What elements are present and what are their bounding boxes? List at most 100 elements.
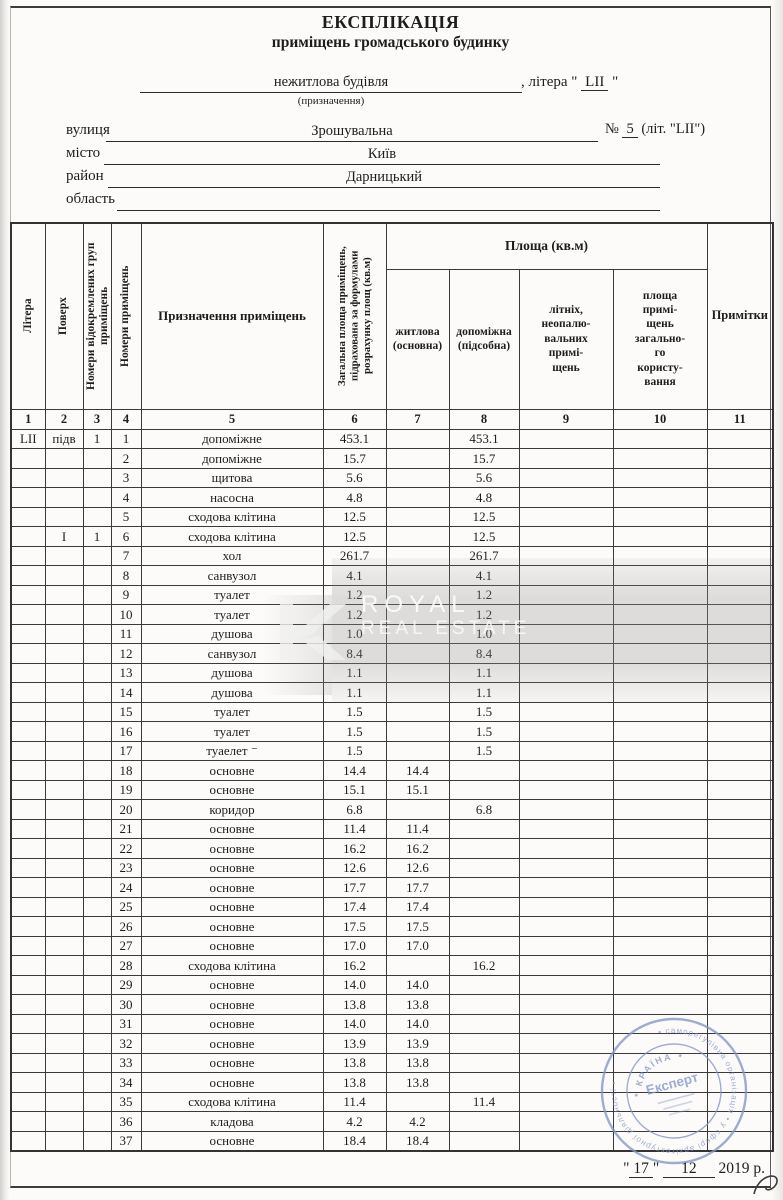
- cell: [82, 955, 112, 976]
- cell: туаелет ⁻: [140, 740, 324, 761]
- cell: [518, 1052, 614, 1073]
- cell: [518, 584, 614, 605]
- cell: 34: [110, 1072, 142, 1093]
- table-row: 25 основне 17.4 17.4: [10, 896, 774, 917]
- cell: [44, 448, 84, 469]
- city-value: Київ: [367, 146, 397, 162]
- cell: [10, 448, 46, 469]
- cell: 2: [110, 448, 142, 469]
- cell: [518, 545, 614, 566]
- cell: насосна: [140, 487, 324, 508]
- cell: [44, 506, 84, 527]
- scan-right-edge-shadow: [772, 0, 783, 1200]
- cell: LII: [10, 428, 46, 449]
- cell: 21: [110, 818, 142, 839]
- cell: [82, 740, 112, 761]
- district-value: Дарницький: [345, 169, 423, 185]
- cell: 26: [110, 916, 142, 937]
- table-row: 30 основне 13.8 13.8: [10, 994, 774, 1015]
- cell: [612, 1072, 708, 1093]
- cell: 18: [110, 760, 142, 781]
- cell: 30: [110, 994, 142, 1015]
- date-line: " 17 " 12 2019 р.: [570, 1160, 765, 1178]
- cell: 1.5: [322, 701, 387, 722]
- district-label: район: [66, 168, 104, 184]
- building-number-group: № 5 (літ. "LII"): [605, 121, 705, 138]
- cell: 3: [110, 467, 142, 488]
- cell: [448, 896, 520, 917]
- cell: [518, 1013, 614, 1034]
- cell: [612, 916, 708, 937]
- cell: 1: [110, 428, 142, 449]
- cell: 17.7: [322, 877, 387, 898]
- cell: основне: [140, 994, 324, 1015]
- cell: [82, 448, 112, 469]
- cell: 14.0: [385, 974, 450, 995]
- cell: [518, 623, 614, 644]
- cell: [612, 584, 708, 605]
- table-row: 11 душова 1.0 1.0: [10, 623, 774, 644]
- cell: [82, 799, 112, 820]
- cell: [44, 877, 84, 898]
- cell: 4.2: [322, 1111, 387, 1132]
- cell: [612, 506, 708, 527]
- cell: основне: [140, 1033, 324, 1054]
- cell: [612, 760, 708, 781]
- cell: 11: [110, 623, 142, 644]
- cell: 17.4: [385, 896, 450, 917]
- cell: [82, 584, 112, 605]
- cell: [612, 779, 708, 800]
- table-row: 5 сходова клітина 12.5 12.5: [10, 506, 774, 527]
- table-row: 35 сходова клітина 11.4 11.4: [10, 1091, 774, 1112]
- cell: [612, 428, 708, 449]
- cell: 32: [110, 1033, 142, 1054]
- cell: [518, 916, 614, 937]
- cell: 1.2: [448, 584, 520, 605]
- cell: хол: [140, 545, 324, 566]
- cell: [44, 545, 84, 566]
- region-label: область: [66, 191, 115, 207]
- cell: [612, 1013, 708, 1034]
- cell: [612, 1052, 708, 1073]
- cell: [10, 1052, 46, 1073]
- table-row: 27 основне 17.0 17.0: [10, 935, 774, 956]
- cell: [518, 838, 614, 859]
- cell: [518, 428, 614, 449]
- cell: [448, 1111, 520, 1132]
- cell: сходова клітина: [140, 955, 324, 976]
- cell: [518, 682, 614, 703]
- cell: 1.2: [322, 584, 387, 605]
- cell: сходова клітина: [140, 526, 324, 547]
- cell: 16: [110, 721, 142, 742]
- cell: [44, 604, 84, 625]
- cell: допоміжне: [140, 428, 324, 449]
- cell: [706, 1052, 774, 1073]
- cell: [706, 799, 774, 820]
- cell: [44, 1033, 84, 1054]
- cell: 36: [110, 1111, 142, 1132]
- cell: [385, 604, 450, 625]
- table-row: 24 основне 17.7 17.7: [10, 877, 774, 898]
- cell: [612, 838, 708, 859]
- cell: [518, 643, 614, 664]
- cell: [44, 779, 84, 800]
- cell: [82, 565, 112, 586]
- cell: [706, 916, 774, 937]
- cell: [518, 779, 614, 800]
- cell: [518, 506, 614, 527]
- street-value: Зрошувальна: [311, 123, 393, 139]
- table-row: 34 основне 13.8 13.8: [10, 1072, 774, 1093]
- cell: [82, 896, 112, 917]
- cell: 14.0: [322, 1013, 387, 1034]
- column-number: 7: [385, 408, 450, 430]
- cell: [44, 1091, 84, 1112]
- cell: [706, 487, 774, 508]
- cell: 1.1: [448, 662, 520, 683]
- cell: 17.0: [385, 935, 450, 956]
- cell: [385, 487, 450, 508]
- cell: основне: [140, 779, 324, 800]
- table-row: 9 туалет 1.2 1.2: [10, 584, 774, 605]
- litera-group: , літера " LII ": [521, 74, 618, 91]
- cell: [82, 623, 112, 644]
- cell: 1.0: [322, 623, 387, 644]
